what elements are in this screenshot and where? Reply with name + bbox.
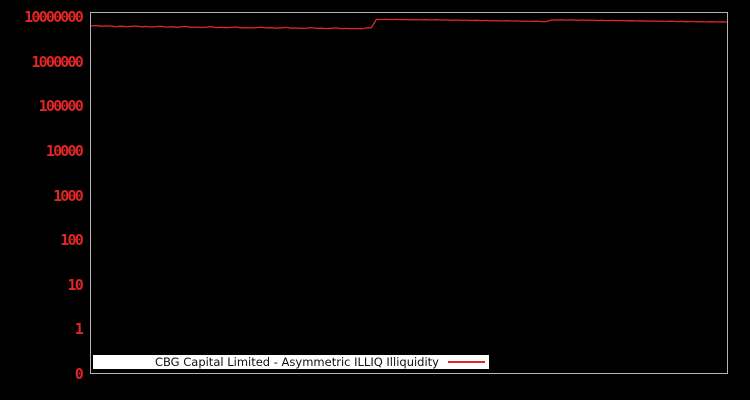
legend-line-sample (448, 361, 485, 363)
y-tick-label: 10 (67, 275, 84, 294)
y-axis-tick-labels: 10000000 1000000 100000 10000 1000 100 10 1 0 (0, 0, 84, 400)
legend-label: CBG Capital Limited - Asymmetric ILLIQ I… (154, 355, 439, 369)
y-tick-label: 1000 (53, 186, 84, 205)
y-tick-label: 100 (60, 231, 83, 250)
y-tick-label: 10000 (45, 141, 84, 160)
y-tick-label: 1 (74, 320, 84, 339)
line-chart-canvas (91, 18, 727, 30)
y-tick-label: 1000000 (31, 52, 83, 71)
y-tick-label: 10000000 (24, 8, 84, 26)
y-tick-label: 0 (74, 365, 84, 383)
plot-area: CBG Capital Limited - Asymmetric ILLIQ I… (90, 12, 728, 374)
y-tick-label: 100000 (38, 97, 84, 116)
illiq-line-series (91, 18, 727, 30)
legend: CBG Capital Limited - Asymmetric ILLIQ I… (93, 355, 489, 369)
